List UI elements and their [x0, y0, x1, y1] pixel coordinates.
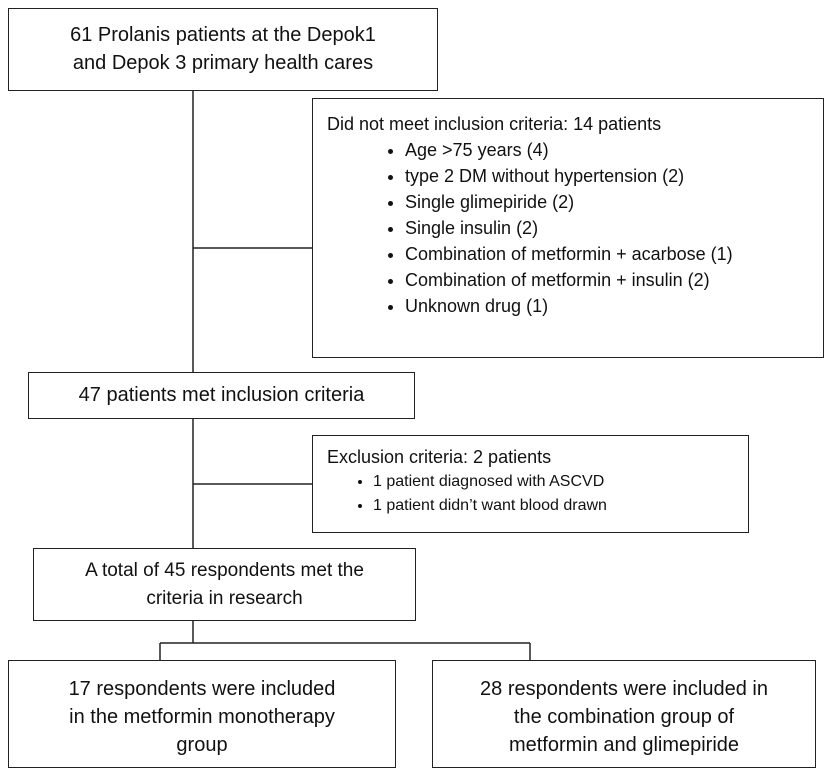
- list-item: type 2 DM without hypertension (2): [405, 163, 823, 189]
- list-item: Single glimepiride (2): [405, 189, 823, 215]
- list-item: Single insulin (2): [405, 215, 823, 241]
- box-text: 17 respondents were included: [68, 678, 336, 700]
- start-box: 61 Prolanis patients at the Depok1 and D…: [8, 8, 438, 91]
- list-item: Age >75 years (4): [405, 137, 823, 163]
- list-item: 1 patient diagnosed with ASCVD: [373, 470, 748, 494]
- criteria-list: Age >75 years (4) type 2 DM without hype…: [313, 137, 823, 319]
- list-item: Unknown drug (1): [405, 293, 823, 319]
- list-item: 1 patient didn’t want blood drawn: [373, 494, 748, 518]
- exclusion-list: 1 patient diagnosed with ASCVD 1 patient…: [313, 470, 748, 518]
- box-text: A total of 45 respondents met the: [85, 560, 364, 581]
- box-text: criteria in research: [146, 588, 303, 609]
- met-box: 47 patients met inclusion criteria: [28, 372, 415, 419]
- list-item: Combination of metformin + insulin (2): [405, 267, 823, 293]
- not-met-box: Did not meet inclusion criteria: 14 pati…: [312, 98, 824, 358]
- list-item: Combination of metformin + acarbose (1): [405, 241, 823, 267]
- box-text: in the metformin monotherapy: [69, 706, 335, 728]
- box-title: Exclusion criteria: 2 patients: [327, 447, 552, 467]
- box-text: 61 Prolanis patients at the Depok1: [70, 24, 376, 46]
- box-text: metformin and glimepiride: [508, 734, 740, 756]
- combo-group-box: 28 respondents were included in the comb…: [432, 660, 816, 768]
- mono-group-box: 17 respondents were included in the metf…: [8, 660, 396, 768]
- box-title: Did not meet inclusion criteria: 14 pati…: [327, 114, 662, 134]
- box-text: the combination group of: [513, 706, 735, 728]
- box-text: 47 patients met inclusion criteria: [78, 384, 365, 406]
- box-text: and Depok 3 primary health cares: [72, 52, 374, 74]
- box-text: 28 respondents were included in: [480, 678, 768, 700]
- box-text: group: [176, 734, 228, 756]
- exclusion-box: Exclusion criteria: 2 patients 1 patient…: [312, 435, 749, 533]
- total-box: A total of 45 respondents met the criter…: [33, 548, 416, 621]
